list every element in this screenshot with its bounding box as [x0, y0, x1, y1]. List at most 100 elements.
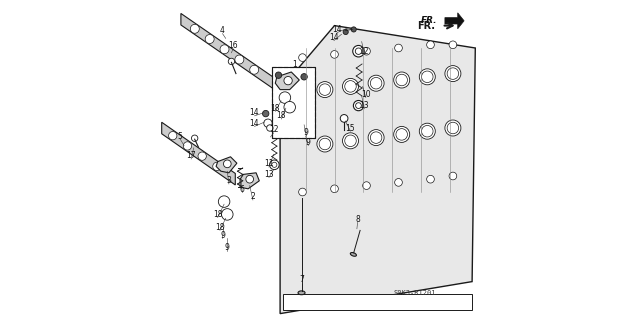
- Circle shape: [213, 162, 221, 171]
- Text: 9: 9: [306, 138, 311, 147]
- Text: S0K3-R1201: S0K3-R1201: [394, 290, 436, 296]
- Circle shape: [394, 72, 410, 88]
- Text: 14: 14: [333, 25, 342, 34]
- Circle shape: [351, 27, 356, 32]
- Circle shape: [368, 130, 384, 146]
- Text: 18: 18: [271, 104, 280, 113]
- Polygon shape: [162, 122, 235, 185]
- Circle shape: [228, 58, 234, 65]
- Circle shape: [192, 135, 198, 141]
- Circle shape: [286, 103, 294, 111]
- Text: 18: 18: [213, 210, 222, 219]
- Text: 13: 13: [264, 170, 274, 179]
- Circle shape: [343, 133, 359, 149]
- Circle shape: [355, 103, 361, 108]
- Circle shape: [262, 110, 269, 117]
- Bar: [283, 294, 472, 310]
- Circle shape: [419, 123, 435, 139]
- Polygon shape: [181, 13, 274, 89]
- Circle shape: [222, 209, 233, 220]
- Polygon shape: [216, 157, 237, 173]
- Circle shape: [353, 45, 364, 57]
- Circle shape: [281, 94, 289, 101]
- Circle shape: [169, 132, 177, 140]
- Circle shape: [427, 175, 434, 183]
- Circle shape: [354, 100, 364, 111]
- Circle shape: [427, 41, 434, 49]
- Circle shape: [362, 182, 370, 189]
- Circle shape: [447, 68, 459, 79]
- Circle shape: [284, 101, 296, 113]
- Circle shape: [284, 76, 292, 85]
- Circle shape: [267, 125, 273, 131]
- Circle shape: [422, 125, 433, 137]
- Text: 2: 2: [250, 192, 255, 201]
- Ellipse shape: [350, 252, 357, 256]
- Circle shape: [419, 69, 435, 85]
- Text: 5: 5: [178, 132, 183, 140]
- Polygon shape: [240, 173, 259, 189]
- Text: 8: 8: [355, 215, 360, 224]
- Circle shape: [395, 44, 403, 52]
- Circle shape: [447, 122, 459, 134]
- Text: 17: 17: [187, 151, 196, 160]
- Circle shape: [264, 119, 272, 127]
- Circle shape: [395, 179, 403, 186]
- Circle shape: [445, 66, 461, 82]
- Circle shape: [331, 51, 338, 58]
- Circle shape: [355, 48, 362, 54]
- Text: 7: 7: [299, 276, 304, 284]
- Text: FR.: FR.: [420, 16, 437, 25]
- Circle shape: [183, 142, 192, 150]
- Circle shape: [220, 45, 229, 54]
- Circle shape: [319, 84, 331, 95]
- Text: 12: 12: [269, 125, 278, 134]
- Text: 9: 9: [225, 244, 230, 252]
- Circle shape: [345, 81, 356, 92]
- Circle shape: [449, 41, 457, 49]
- Text: 14: 14: [250, 108, 259, 117]
- Circle shape: [220, 198, 228, 205]
- Circle shape: [235, 55, 244, 64]
- Polygon shape: [445, 13, 464, 29]
- Text: 18: 18: [215, 223, 225, 232]
- Text: 12: 12: [359, 47, 369, 56]
- Circle shape: [272, 162, 277, 167]
- Polygon shape: [275, 72, 299, 90]
- Circle shape: [396, 74, 408, 86]
- Circle shape: [317, 136, 333, 152]
- Ellipse shape: [298, 291, 305, 295]
- Circle shape: [340, 115, 348, 122]
- Circle shape: [396, 129, 408, 140]
- Circle shape: [422, 71, 433, 83]
- Circle shape: [198, 152, 206, 160]
- Circle shape: [343, 78, 359, 94]
- Circle shape: [301, 74, 307, 80]
- Bar: [272, 67, 315, 138]
- Text: 14: 14: [329, 33, 339, 42]
- Text: 4: 4: [220, 26, 225, 35]
- Text: 11: 11: [264, 159, 274, 168]
- Circle shape: [269, 160, 279, 170]
- Circle shape: [218, 196, 230, 207]
- Circle shape: [368, 75, 384, 91]
- Text: 13: 13: [359, 101, 369, 110]
- Circle shape: [190, 24, 199, 33]
- Circle shape: [224, 160, 231, 168]
- Circle shape: [205, 35, 214, 44]
- Text: 15: 15: [346, 124, 355, 132]
- Text: FR.: FR.: [417, 20, 435, 31]
- Circle shape: [275, 72, 282, 78]
- Circle shape: [362, 47, 370, 55]
- Text: 16: 16: [228, 41, 238, 50]
- Text: 9: 9: [220, 231, 225, 240]
- Text: 1: 1: [292, 60, 297, 68]
- Circle shape: [299, 54, 306, 61]
- Circle shape: [343, 29, 348, 35]
- Text: 3: 3: [227, 176, 231, 185]
- Bar: [272, 67, 315, 138]
- Text: 14: 14: [250, 119, 259, 128]
- Text: 18: 18: [276, 111, 286, 120]
- Circle shape: [317, 82, 333, 98]
- Circle shape: [449, 172, 457, 180]
